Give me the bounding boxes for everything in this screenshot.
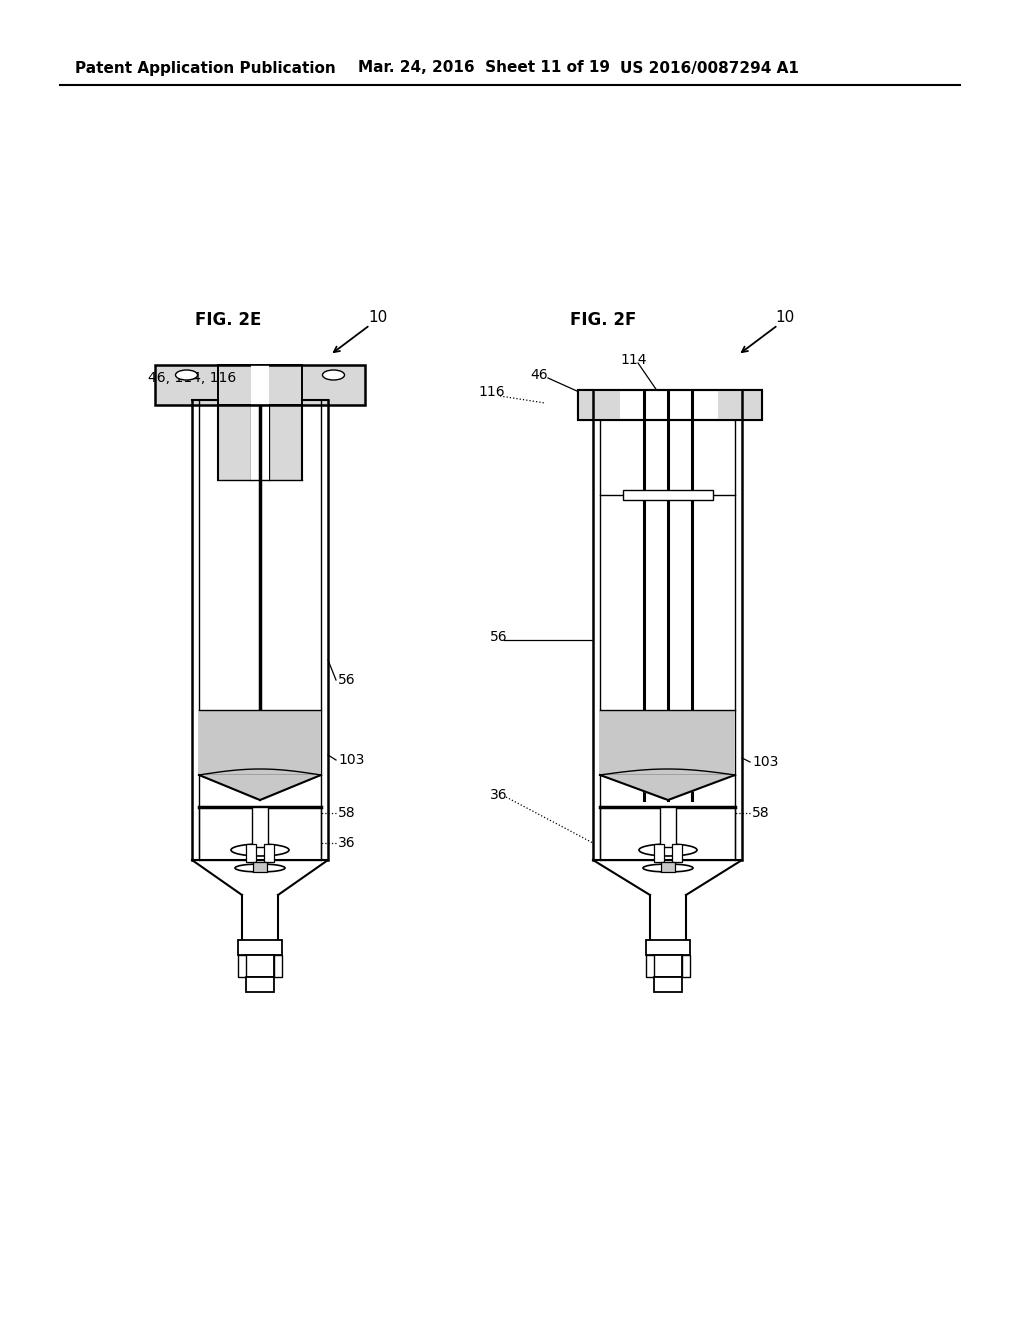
Bar [600, 710, 735, 775]
Bar [682, 954, 690, 977]
Bar [600, 807, 735, 861]
Text: 103: 103 [752, 755, 778, 770]
Text: 56: 56 [338, 673, 355, 686]
Bar [264, 843, 274, 862]
Bar [660, 807, 676, 847]
Bar [654, 954, 682, 977]
Bar [238, 954, 246, 977]
Text: 46: 46 [530, 368, 548, 381]
Polygon shape [199, 775, 321, 800]
Ellipse shape [643, 865, 693, 873]
Text: 58: 58 [338, 807, 355, 820]
Bar [246, 843, 256, 862]
Polygon shape [600, 775, 735, 800]
Text: 36: 36 [490, 788, 508, 803]
Text: FIG. 2E: FIG. 2E [195, 312, 261, 329]
Bar [654, 977, 682, 993]
Bar [251, 366, 269, 405]
Bar [199, 807, 321, 861]
Bar [246, 954, 274, 977]
Bar [253, 862, 267, 873]
Bar [155, 366, 218, 405]
Text: 116: 116 [478, 385, 505, 399]
Text: 10: 10 [368, 310, 387, 326]
Text: 114: 114 [620, 352, 646, 367]
Bar [218, 405, 302, 480]
Text: US 2016/0087294 A1: US 2016/0087294 A1 [620, 61, 799, 75]
Bar [646, 954, 654, 977]
Bar [578, 389, 762, 420]
Bar [646, 940, 690, 954]
Bar [654, 843, 664, 862]
Bar [218, 366, 302, 405]
Bar [662, 862, 675, 873]
Bar [218, 366, 302, 405]
Bar [218, 366, 302, 405]
Bar [718, 389, 762, 420]
Text: 56: 56 [490, 630, 508, 644]
Bar [218, 366, 302, 405]
Bar [246, 977, 274, 993]
Ellipse shape [639, 843, 697, 855]
Text: 36: 36 [338, 836, 355, 850]
Text: 58: 58 [752, 807, 770, 820]
Ellipse shape [234, 865, 285, 873]
Bar [623, 490, 713, 500]
Text: Patent Application Publication: Patent Application Publication [75, 61, 336, 75]
Bar [199, 710, 321, 775]
Ellipse shape [323, 370, 344, 380]
Bar [672, 843, 682, 862]
Bar [578, 389, 762, 420]
Ellipse shape [231, 843, 289, 855]
Bar [578, 389, 620, 420]
Text: 10: 10 [775, 310, 795, 326]
Text: Mar. 24, 2016  Sheet 11 of 19: Mar. 24, 2016 Sheet 11 of 19 [358, 61, 610, 75]
Text: 46, 114, 116: 46, 114, 116 [148, 371, 237, 385]
Bar [274, 954, 282, 977]
Bar [238, 940, 282, 954]
Bar [302, 366, 365, 405]
Bar [252, 807, 268, 847]
Ellipse shape [175, 370, 198, 380]
Text: FIG. 2F: FIG. 2F [570, 312, 636, 329]
Bar [155, 366, 365, 405]
Text: 103: 103 [338, 752, 365, 767]
Bar [251, 405, 269, 480]
